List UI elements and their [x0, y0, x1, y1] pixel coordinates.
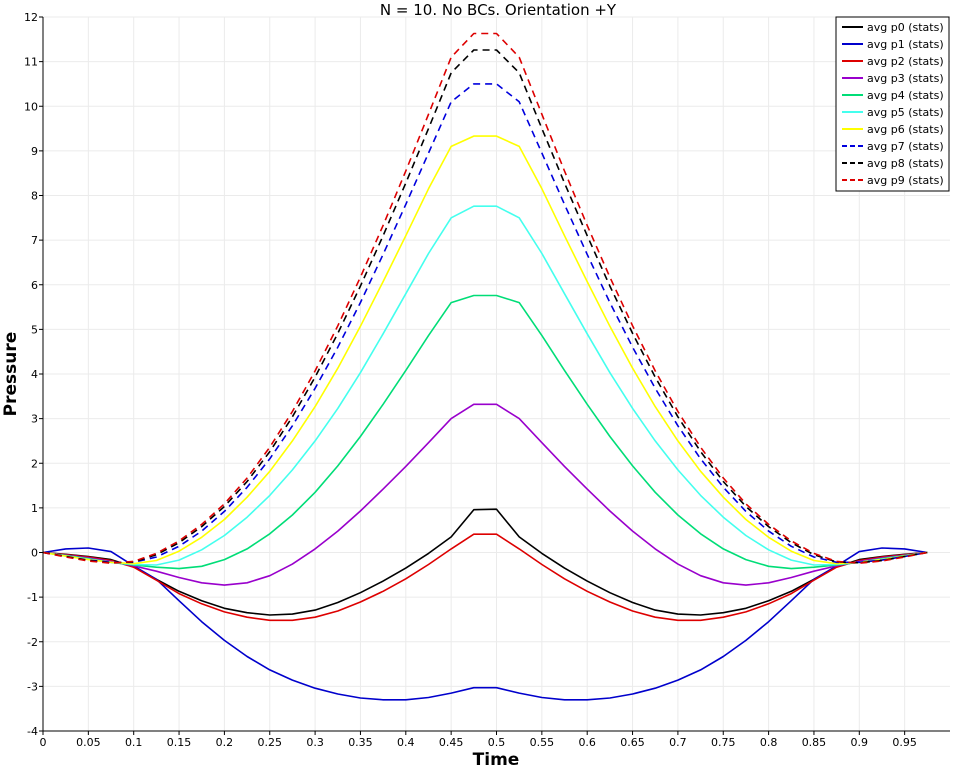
- y-axis-title: Pressure: [1, 332, 21, 417]
- y-tick-label: 4: [31, 368, 38, 381]
- x-tick-label: 0.4: [397, 736, 415, 749]
- x-tick-label: 0: [40, 736, 47, 749]
- series-line-p7: [42, 83, 928, 564]
- series-line-p3: [42, 403, 928, 586]
- x-tick-label: 0.35: [348, 736, 373, 749]
- y-tick-label: -1: [27, 591, 38, 604]
- y-tick-label: 1: [31, 502, 38, 515]
- series-lines: [42, 32, 928, 701]
- legend-label: avg p2 (stats): [867, 55, 944, 68]
- legend-label: avg p3 (stats): [867, 72, 944, 85]
- series-line-p9: [42, 32, 928, 565]
- x-tick-label: 0.95: [892, 736, 917, 749]
- y-tick-label: 9: [31, 145, 38, 158]
- legend-label: avg p0 (stats): [867, 21, 944, 34]
- legend: avg p0 (stats) avg p1 (stats) avg p2 (stat…: [835, 16, 950, 192]
- series-line-p5: [42, 205, 928, 566]
- y-tick-label: 2: [31, 457, 38, 470]
- y-tick-label: -2: [27, 636, 38, 649]
- chart-title: N = 10. No BCs. Orientation +Y: [380, 1, 617, 19]
- x-tick-label: 0.1: [125, 736, 143, 749]
- x-tick-label: 0.25: [258, 736, 283, 749]
- y-tick-label: -3: [27, 680, 38, 693]
- grid: [42, 16, 950, 732]
- series-line-p0: [42, 508, 928, 616]
- y-tick-label: 0: [31, 547, 38, 560]
- x-tick-label: 0.05: [76, 736, 101, 749]
- x-tick-label: 0.6: [578, 736, 596, 749]
- y-tick-label: 5: [31, 323, 38, 336]
- x-tick-label: 0.65: [620, 736, 645, 749]
- x-tick-label: 0.2: [216, 736, 234, 749]
- y-tick-label: 3: [31, 413, 38, 426]
- x-axis-title: Time: [473, 750, 520, 770]
- x-ticks: 0 0.05 0.1 0.15 0.2 0.25 0.3 0.35 0.4 0.45 0.5 0.55…: [40, 731, 917, 749]
- x-tick-label: 0.8: [760, 736, 778, 749]
- x-tick-label: 0.7: [669, 736, 687, 749]
- series-line-p1: [42, 547, 928, 701]
- legend-label: avg p8 (stats): [867, 157, 944, 170]
- y-tick-label: 11: [24, 56, 38, 69]
- legend-label: avg p4 (stats): [867, 89, 944, 102]
- x-tick-label: 0.15: [167, 736, 192, 749]
- x-tick-label: 0.55: [530, 736, 555, 749]
- y-tick-label: 6: [31, 279, 38, 292]
- legend-label: avg p5 (stats): [867, 106, 944, 119]
- legend-label: avg p1 (stats): [867, 38, 944, 51]
- y-tick-label: 8: [31, 190, 38, 203]
- legend-label: avg p7 (stats): [867, 140, 944, 153]
- series-line-p4: [42, 294, 928, 570]
- legend-label: avg p9 (stats): [867, 174, 944, 187]
- series-line-p6: [42, 135, 928, 565]
- series-line-p8: [42, 49, 928, 564]
- y-tick-label: 12: [24, 11, 38, 24]
- x-tick-label: 0.75: [711, 736, 736, 749]
- y-tick-label: -4: [27, 725, 38, 738]
- y-tick-label: 7: [31, 234, 38, 247]
- y-tick-label: 10: [24, 100, 38, 113]
- x-tick-label: 0.3: [306, 736, 324, 749]
- x-tick-label: 0.9: [851, 736, 869, 749]
- x-tick-label: 0.45: [439, 736, 464, 749]
- legend-label: avg p6 (stats): [867, 123, 944, 136]
- series-line-p2: [42, 533, 928, 622]
- x-tick-label: 0.5: [488, 736, 506, 749]
- x-tick-label: 0.85: [802, 736, 827, 749]
